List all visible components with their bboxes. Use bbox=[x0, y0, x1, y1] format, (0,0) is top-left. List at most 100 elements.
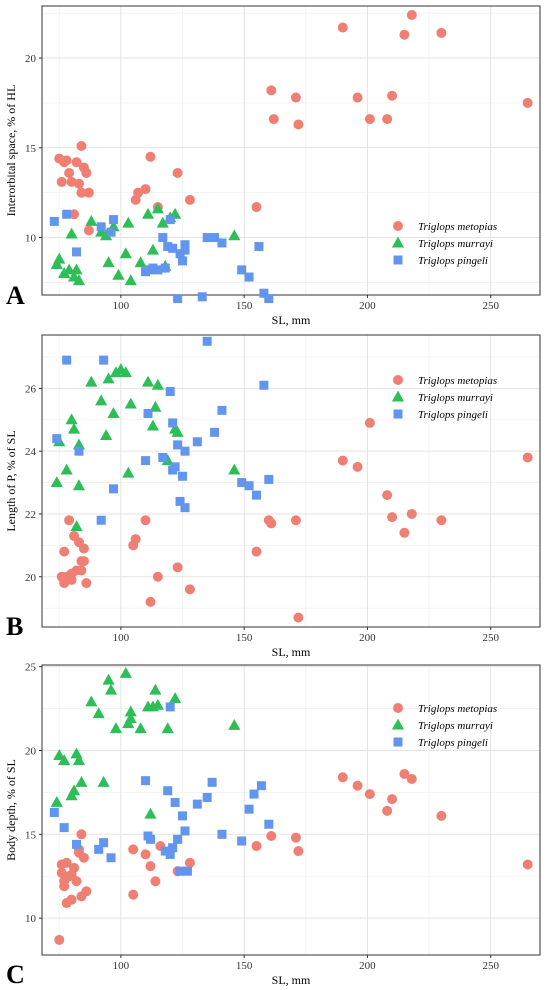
legend-key-triangle bbox=[391, 718, 405, 730]
data-point bbox=[50, 476, 63, 488]
data-point bbox=[175, 866, 185, 876]
data-point bbox=[61, 857, 72, 868]
data-point bbox=[49, 808, 59, 818]
data-point bbox=[50, 796, 63, 807]
data-point bbox=[134, 256, 147, 268]
data-point bbox=[352, 92, 363, 103]
series-square bbox=[52, 336, 274, 525]
data-point bbox=[145, 834, 155, 844]
panel-letter: B bbox=[6, 612, 23, 641]
y-axis-title: Body depth, % of SL bbox=[4, 759, 18, 861]
y-tick-label: 10 bbox=[25, 233, 37, 245]
data-point bbox=[85, 375, 98, 387]
data-point bbox=[108, 215, 118, 225]
data-point bbox=[106, 227, 116, 237]
data-point bbox=[72, 247, 82, 257]
x-tick-label: 200 bbox=[359, 632, 376, 644]
data-point bbox=[158, 233, 168, 243]
data-point bbox=[237, 478, 247, 488]
data-point bbox=[228, 229, 241, 241]
data-point bbox=[522, 859, 533, 870]
data-point bbox=[72, 479, 86, 491]
data-point bbox=[165, 215, 175, 225]
data-point bbox=[70, 263, 83, 275]
data-point bbox=[172, 562, 183, 573]
data-point bbox=[399, 527, 410, 538]
data-point bbox=[151, 202, 164, 214]
data-point bbox=[168, 843, 178, 853]
x-tick-label: 150 bbox=[236, 632, 253, 644]
data-point bbox=[251, 202, 262, 213]
data-point bbox=[244, 272, 254, 282]
data-point bbox=[180, 245, 190, 255]
data-point bbox=[64, 167, 75, 178]
data-point bbox=[72, 839, 82, 849]
data-point bbox=[72, 274, 86, 286]
data-point bbox=[249, 789, 259, 799]
data-point bbox=[72, 754, 86, 766]
panel-a: 100 150 200 250 10 15 20 SL, mm Interorbital spa… bbox=[4, 5, 541, 327]
data-point bbox=[70, 747, 83, 759]
data-point bbox=[158, 452, 168, 462]
legend-key-triangle bbox=[391, 236, 405, 248]
data-point bbox=[436, 27, 447, 38]
data-point bbox=[124, 274, 137, 286]
data-point bbox=[264, 294, 274, 304]
data-point bbox=[85, 215, 98, 226]
data-point bbox=[100, 229, 113, 241]
data-point bbox=[141, 456, 151, 466]
data-point bbox=[259, 288, 269, 298]
data-point bbox=[75, 775, 88, 787]
legend-key-circle bbox=[393, 375, 403, 385]
data-point bbox=[145, 151, 156, 162]
data-point bbox=[119, 247, 132, 259]
data-point bbox=[180, 503, 190, 513]
x-tick-label: 250 bbox=[482, 300, 499, 312]
data-point bbox=[65, 413, 78, 425]
data-point bbox=[290, 832, 301, 843]
data-point bbox=[145, 596, 156, 607]
data-point bbox=[102, 673, 115, 685]
x-tick-label: 150 bbox=[236, 960, 253, 972]
plot-frame bbox=[41, 334, 541, 628]
data-point bbox=[202, 336, 212, 346]
data-point bbox=[141, 267, 151, 277]
data-point bbox=[71, 157, 82, 168]
data-point bbox=[124, 397, 137, 409]
data-point bbox=[59, 823, 69, 833]
data-point bbox=[268, 114, 279, 125]
y-tick-label: 22 bbox=[25, 509, 36, 521]
data-point bbox=[70, 520, 83, 532]
legend: Triglops metopias Triglops murrayi Triglop… bbox=[391, 221, 497, 267]
data-point bbox=[119, 666, 132, 678]
x-tick-label: 250 bbox=[482, 960, 499, 972]
data-point bbox=[180, 446, 190, 456]
data-point bbox=[228, 463, 241, 475]
legend-label: Triglops murrayi bbox=[418, 720, 493, 732]
data-point bbox=[83, 225, 94, 236]
data-point bbox=[436, 810, 447, 821]
data-point bbox=[58, 754, 71, 766]
data-point bbox=[178, 256, 188, 266]
data-point bbox=[178, 471, 188, 481]
data-point bbox=[97, 775, 110, 787]
data-point bbox=[210, 233, 220, 243]
data-point bbox=[290, 515, 301, 526]
data-point bbox=[112, 268, 125, 280]
panel-c: 100 150 200 250 10 15 20 25 SL, mm Body depth, % … bbox=[4, 662, 541, 989]
x-tick-label: 150 bbox=[236, 300, 253, 312]
data-point bbox=[156, 216, 169, 228]
data-point bbox=[67, 784, 81, 796]
data-point bbox=[406, 9, 417, 20]
data-point bbox=[66, 574, 77, 585]
data-point bbox=[92, 707, 105, 719]
data-point bbox=[140, 184, 151, 195]
data-point bbox=[184, 194, 195, 205]
data-point bbox=[160, 846, 170, 856]
data-point bbox=[109, 722, 123, 734]
data-point bbox=[146, 243, 160, 255]
series-square bbox=[49, 209, 274, 304]
data-point bbox=[99, 838, 109, 848]
data-point bbox=[104, 683, 118, 695]
